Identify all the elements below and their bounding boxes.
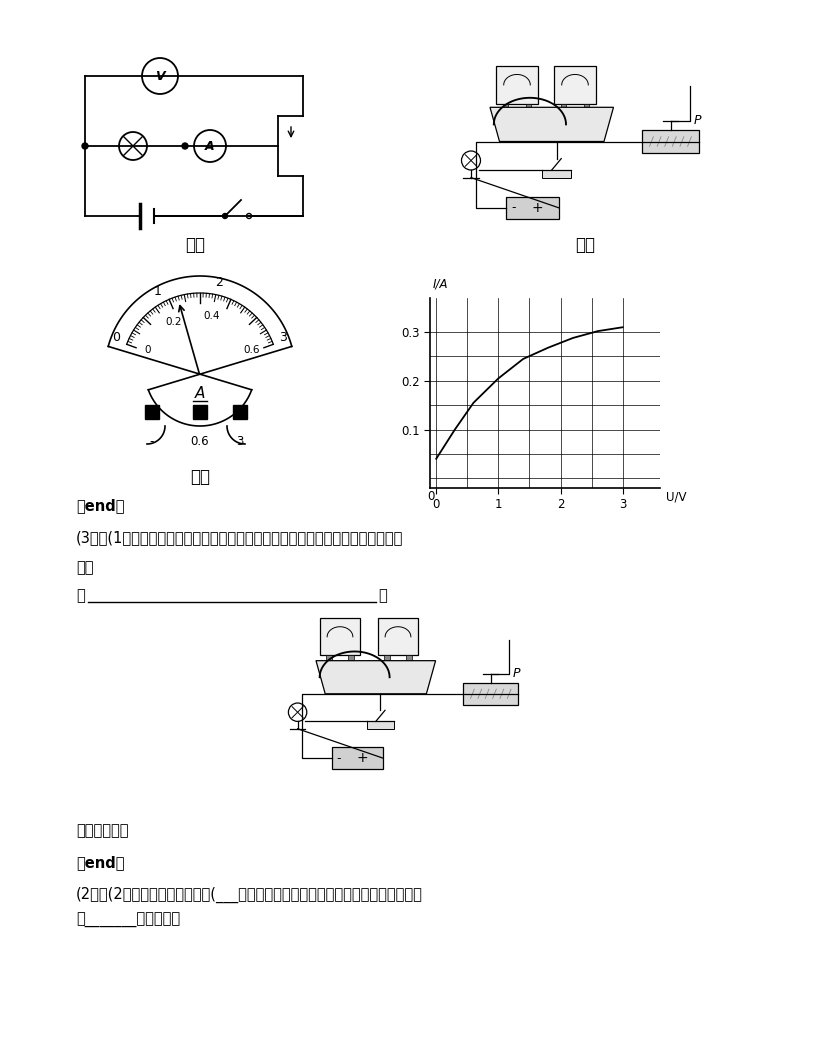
Text: -: - (150, 435, 154, 448)
Bar (320, 619, 360, 655)
Bar (543, 170, 570, 177)
Text: A: A (205, 139, 215, 152)
Text: P: P (512, 667, 521, 680)
Text: 0: 0 (113, 331, 121, 344)
Polygon shape (490, 108, 614, 142)
Bar (526, 103, 531, 110)
Bar (366, 721, 394, 729)
Text: 0: 0 (144, 345, 151, 355)
Text: +: + (357, 751, 368, 766)
Text: 0.6: 0.6 (191, 435, 210, 448)
Circle shape (182, 143, 188, 149)
Text: (2分）(2）、连接电路时开关应(___），闭合开关后，导线中的电流是由自由电子的: (2分）(2）、连接电路时开关应(___），闭合开关后，导线中的电流是由自由电子… (76, 887, 423, 903)
Text: 图丁: 图丁 (540, 468, 560, 486)
Bar (145, 406, 159, 419)
Bar (348, 655, 354, 661)
Bar (326, 655, 332, 661)
Text: A: A (195, 385, 205, 400)
Bar (496, 65, 538, 103)
Circle shape (223, 213, 228, 219)
Text: 2: 2 (215, 277, 223, 289)
Circle shape (82, 143, 88, 149)
Polygon shape (316, 661, 436, 694)
Bar (233, 406, 247, 419)
Text: P: P (694, 114, 701, 127)
Text: I/A: I/A (433, 278, 449, 290)
Text: （_______）形成的。: （_______）形成的。 (76, 913, 180, 928)
Text: U/V: U/V (666, 490, 687, 504)
Text: 1: 1 (153, 285, 162, 298)
Text: 答：: 答： (76, 560, 94, 576)
Bar (331, 748, 384, 769)
Text: (3分）(1）、按电路图，将图乙中的电压表正确连入电路（用笔画线代替导线）。: (3分）(1）、按电路图，将图乙中的电压表正确连入电路（用笔画线代替导线）。 (76, 530, 403, 545)
Bar (503, 103, 508, 110)
Text: -: - (512, 202, 516, 214)
Bar (378, 619, 419, 655)
Text: 【end】: 【end】 (76, 498, 125, 513)
Text: 图丙: 图丙 (190, 468, 210, 486)
Bar (642, 130, 699, 153)
Bar (193, 406, 207, 419)
Bar (561, 103, 566, 110)
Text: V: V (155, 70, 165, 82)
Bar (406, 655, 412, 661)
Text: 图甲: 图甲 (185, 235, 205, 254)
Bar (554, 65, 596, 103)
Text: +: + (532, 201, 543, 215)
Text: 【标准答案】: 【标准答案】 (76, 823, 128, 838)
Text: 0: 0 (428, 490, 435, 504)
Text: 0.4: 0.4 (203, 312, 220, 321)
Text: （: （ (76, 588, 85, 603)
Text: 【end】: 【end】 (76, 855, 125, 870)
Bar (583, 103, 589, 110)
Bar (384, 655, 390, 661)
Text: 3: 3 (237, 435, 244, 448)
Text: ）: ） (378, 588, 387, 603)
Text: 图乙: 图乙 (575, 235, 595, 254)
Text: 3: 3 (280, 331, 287, 344)
Text: 0.2: 0.2 (166, 317, 182, 326)
Text: 0.6: 0.6 (244, 345, 260, 355)
Bar (506, 196, 559, 220)
Text: -: - (337, 752, 341, 765)
Bar (463, 683, 518, 704)
